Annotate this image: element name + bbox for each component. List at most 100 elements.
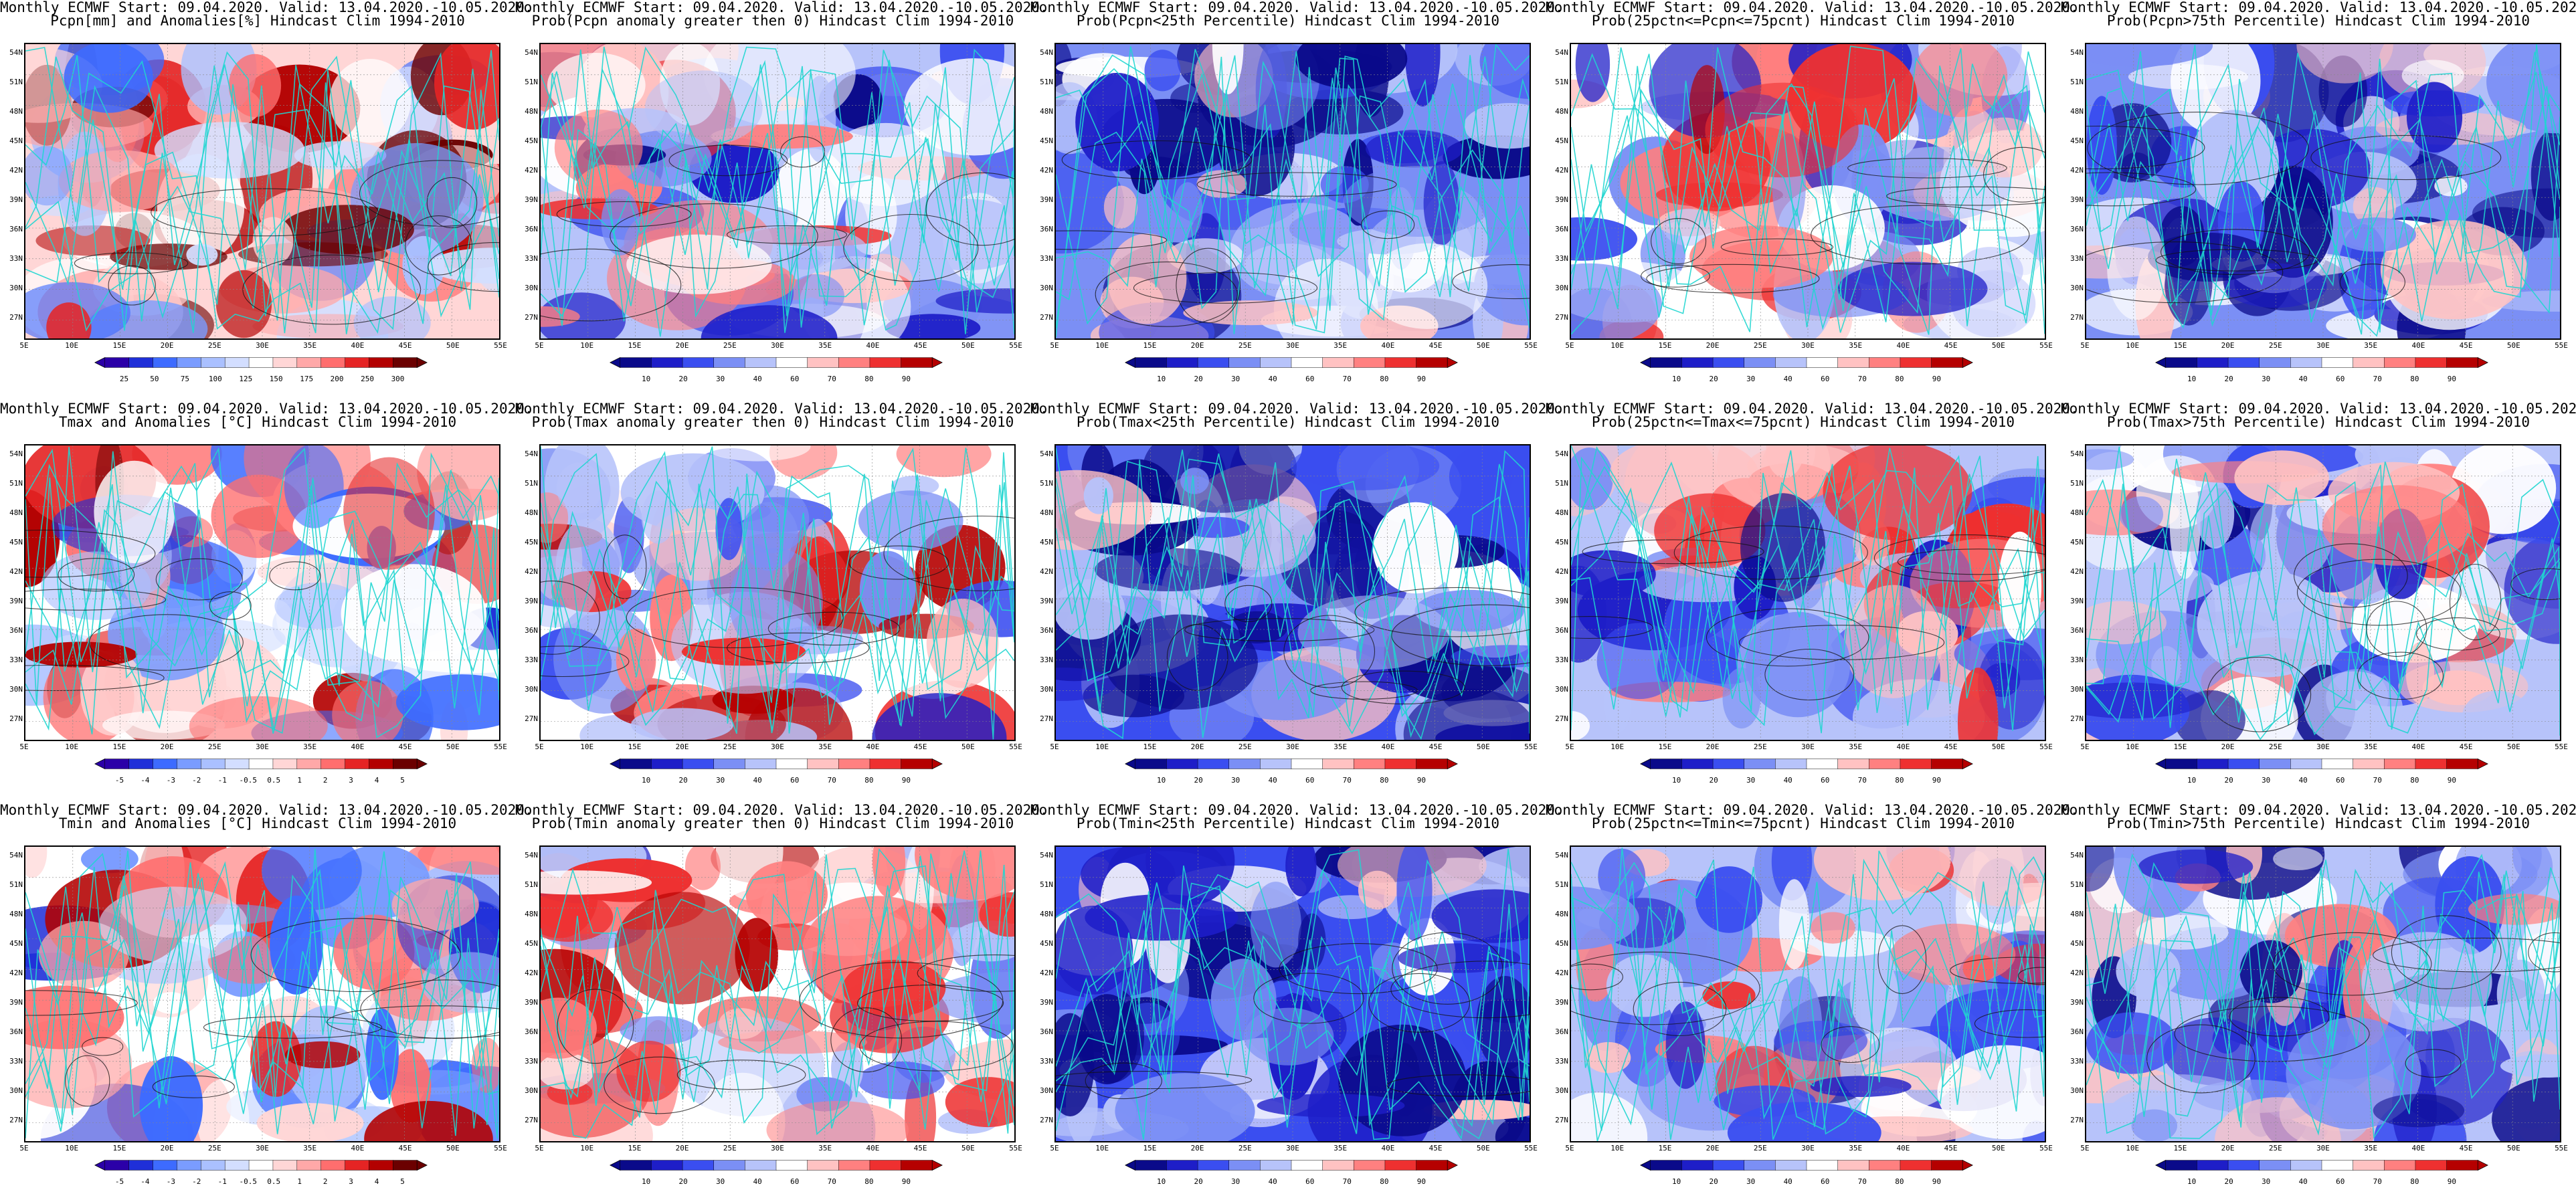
longitude-label: 40E: [2411, 742, 2425, 751]
colorbar: [2154, 757, 2489, 771]
panel-title-line2: Prob(Tmin>75th Percentile) Hindcast Clim…: [2106, 815, 2531, 831]
latitude-label: 36N: [525, 1027, 538, 1036]
longitude-label: 25E: [207, 742, 221, 751]
latitude-label: 45N: [1040, 939, 1053, 948]
panel-title-line2: Prob(Pcpn anomaly greater then 0) Hindca…: [531, 13, 1014, 29]
colorbar-tick-label: 90: [1416, 375, 1427, 383]
colorbar-tick-label: 70: [2373, 1177, 2382, 1186]
latitude-label: 48N: [1555, 910, 1568, 918]
longitude-label: 35E: [2364, 742, 2378, 751]
latitude-label: 33N: [2070, 656, 2084, 664]
latitude-label: 54N: [1040, 449, 1053, 458]
longitude-label: 30E: [1286, 742, 1299, 751]
map-field: [541, 44, 1014, 338]
longitude-label: 20E: [2221, 1144, 2235, 1152]
longitude-label: 10E: [1611, 341, 1625, 350]
latitude-label: 45N: [525, 136, 538, 145]
colorbar-tick-label: 80: [1380, 1177, 1389, 1186]
map-panel: Monthly ECMWF Start: 09.04.2020. Valid: …: [2061, 0, 2576, 401]
latitude-label: 48N: [2070, 508, 2084, 517]
colorbar-tick-label: 20: [1709, 1177, 1718, 1186]
panel-title-line2: Prob(Tmax<25th Percentile) Hindcast Clim…: [1076, 414, 1500, 430]
longitude-label: 40E: [1381, 341, 1395, 350]
colorbar-tick-label: 10: [1156, 1177, 1166, 1186]
latitude-label: 51N: [1555, 479, 1568, 488]
latitude-label: 30N: [9, 1086, 23, 1095]
latitude-label: 39N: [1555, 597, 1568, 605]
map-panel: Monthly ECMWF Start: 09.04.2020. Valid: …: [515, 0, 1048, 401]
longitude-label: 25E: [1238, 1144, 1252, 1152]
longitude-label: 15E: [628, 742, 642, 751]
colorbar-tick-label: 70: [1857, 1177, 1867, 1186]
longitude-label: 5E: [1050, 341, 1059, 350]
longitude-label: 20E: [1190, 341, 1204, 350]
latitude-label: 39N: [1040, 597, 1053, 605]
longitude-label: 55E: [2555, 341, 2568, 350]
longitude-label: 25E: [1753, 1144, 1767, 1152]
latitude-label: 33N: [525, 254, 538, 263]
longitude-label: 20E: [160, 742, 174, 751]
colorbar-tick-label: 40: [753, 375, 762, 383]
latitude-label: 33N: [1555, 254, 1568, 263]
latitude-label: 45N: [525, 939, 538, 948]
latitude-label: 36N: [1555, 626, 1568, 635]
colorbar: [1639, 356, 1974, 369]
colorbar: [609, 356, 943, 369]
longitude-label: 45E: [913, 341, 927, 350]
colorbar-tick-label: 60: [1305, 1177, 1315, 1186]
map-field: [541, 445, 1014, 740]
colorbar-tick-label: 40: [1783, 776, 1792, 785]
map-field: [2086, 847, 2560, 1141]
colorbar-tick-label: 60: [1305, 776, 1315, 785]
colorbar-tick-label: 90: [901, 776, 911, 785]
latitude-label: 33N: [1040, 254, 1053, 263]
colorbar-tick-label: 250: [361, 375, 375, 383]
colorbar-tick-label: 30: [716, 375, 725, 383]
colorbar-tick-label: 20: [1709, 375, 1718, 383]
longitude-label: 10E: [65, 1144, 79, 1152]
latitude-label: 27N: [525, 714, 538, 723]
latitude-label: 30N: [525, 1086, 538, 1095]
longitude-label: 10E: [580, 1144, 594, 1152]
longitude-label: 15E: [628, 1144, 642, 1152]
longitude-label: 10E: [2126, 341, 2140, 350]
colorbar-tick-label: 80: [2410, 375, 2419, 383]
longitude-label: 10E: [580, 341, 594, 350]
colorbar-tick-label: 90: [2447, 375, 2457, 383]
longitude-label: 15E: [1143, 1144, 1157, 1152]
latitude-label: 54N: [1555, 449, 1568, 458]
colorbar-tick-label: 80: [1380, 375, 1389, 383]
colorbar-tick-label: 4: [374, 1177, 379, 1186]
map-panel: Monthly ECMWF Start: 09.04.2020. Valid: …: [515, 803, 1048, 1204]
colorbar-tick-label: -1: [217, 1177, 227, 1186]
colorbar: [609, 757, 943, 771]
latitude-label: 39N: [1555, 998, 1568, 1007]
longitude-label: 15E: [2173, 341, 2187, 350]
latitude-label: 39N: [2070, 998, 2084, 1007]
longitude-label: 35E: [2364, 341, 2378, 350]
longitude-label: 50E: [1991, 1144, 2005, 1152]
latitude-label: 48N: [1040, 508, 1053, 517]
longitude-label: 35E: [1849, 742, 1863, 751]
latitude-label: 36N: [1040, 1027, 1053, 1036]
latitude-label: 54N: [1040, 851, 1053, 860]
latitude-label: 30N: [9, 685, 23, 694]
longitude-label: 50E: [961, 1144, 975, 1152]
latitude-label: 27N: [9, 714, 23, 723]
longitude-label: 55E: [2039, 742, 2053, 751]
latitude-label: 36N: [9, 626, 23, 635]
latitude-label: 51N: [525, 479, 538, 488]
longitude-label: 20E: [1706, 742, 1720, 751]
colorbar-tick-label: 10: [2187, 375, 2197, 383]
colorbar: [1124, 1159, 1459, 1172]
longitude-label: 5E: [535, 341, 544, 350]
panel-title-line1: Monthly ECMWF Start: 09.04.2020. Valid: …: [1030, 401, 1564, 417]
longitude-label: 40E: [351, 742, 365, 751]
longitude-label: 5E: [19, 341, 29, 350]
colorbar-tick-label: 20: [1709, 776, 1718, 785]
latitude-label: 42N: [525, 969, 538, 977]
colorbar: [1124, 356, 1459, 369]
colorbar-tick-label: 40: [753, 776, 762, 785]
longitude-label: 30E: [1286, 341, 1299, 350]
longitude-label: 20E: [2221, 742, 2235, 751]
